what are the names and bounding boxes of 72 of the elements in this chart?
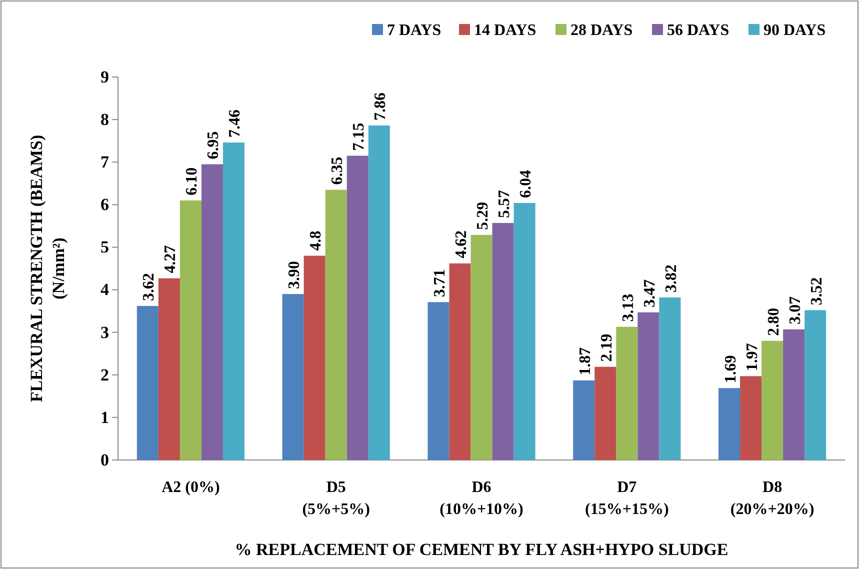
- data-label: 7.15: [350, 122, 368, 151]
- data-label: 3.62: [140, 272, 158, 301]
- bar: [222, 142, 244, 460]
- bar: [201, 164, 223, 460]
- bar: [346, 156, 368, 460]
- y-tick-label: 8: [100, 110, 109, 129]
- data-label: 6.95: [205, 131, 222, 160]
- y-axis-title: FLEXURAL STRENGTH (BEAMS) (N/mm²): [27, 134, 68, 402]
- bar: [804, 310, 826, 460]
- bar: [762, 340, 784, 460]
- bar: [180, 200, 202, 460]
- bar: [573, 380, 595, 460]
- data-label: 1.69: [722, 355, 740, 384]
- x-axis-title: % REPLACEMENT OF CEMENT BY FLY ASH+HYPO SLUDGE: [234, 540, 728, 559]
- legend-label: 28 DAYS: [570, 22, 633, 39]
- data-label: 5.57: [496, 190, 514, 218]
- data-label: 3.07: [786, 296, 804, 324]
- data-label: 1.97: [744, 343, 761, 372]
- bar: [158, 278, 180, 460]
- x-tick-label: D5 (5%+5%): [302, 479, 370, 518]
- legend-label: 56 DAYS: [667, 22, 730, 39]
- bar: [449, 263, 471, 460]
- bar: [638, 312, 660, 460]
- data-label: 2.19: [598, 334, 616, 362]
- data-label: 6.04: [518, 170, 535, 198]
- y-tick-label: 1: [100, 408, 109, 427]
- y-tick-label: 2: [100, 365, 109, 384]
- x-tick-label: A2 (0%): [162, 479, 220, 496]
- bar: [783, 329, 805, 460]
- x-tick-label: D8 (20%+20%): [730, 479, 814, 518]
- data-label: 3.13: [620, 294, 637, 322]
- bar: [659, 297, 681, 460]
- bar: [325, 190, 347, 460]
- y-tick-label: 7: [100, 152, 110, 172]
- y-tick-label: 6: [100, 195, 109, 214]
- y-tick-label: 5: [100, 238, 109, 257]
- data-label: 4.27: [162, 245, 180, 274]
- y-tick-label: 9: [100, 67, 109, 86]
- data-label: 3.82: [662, 264, 680, 292]
- data-label: 7.86: [372, 92, 390, 121]
- legend-label: 90 DAYS: [764, 22, 826, 39]
- data-label: 6.10: [184, 167, 201, 196]
- data-label: 5.29: [474, 202, 492, 230]
- data-label: 6.35: [329, 156, 346, 185]
- bar: [718, 388, 740, 460]
- bar: [594, 366, 616, 460]
- data-label: 4.8: [308, 230, 325, 251]
- bar: [282, 294, 304, 460]
- bar: [428, 302, 450, 460]
- data-label: 4.62: [452, 230, 470, 258]
- data-label: 1.87: [576, 347, 594, 376]
- legend-label: 14 DAYS: [474, 22, 536, 39]
- data-label: 2.80: [765, 308, 782, 336]
- data-label: 3.90: [286, 261, 304, 290]
- data-label: 3.52: [808, 277, 826, 306]
- bar: [514, 202, 536, 460]
- legend-label: 7 DAYS: [387, 22, 442, 39]
- bar: [304, 256, 326, 460]
- bar: [740, 376, 762, 460]
- data-label: 7.46: [226, 110, 244, 138]
- y-tick-label: 3: [100, 322, 109, 342]
- y-tick-label: 0: [100, 450, 109, 470]
- bar: [470, 234, 492, 460]
- x-tick-label: D6 (10%+10%): [440, 479, 524, 518]
- data-label: 3.47: [641, 279, 658, 308]
- data-label: 3.71: [431, 269, 448, 298]
- bar: [136, 306, 158, 460]
- bar: [616, 326, 638, 460]
- bar: [492, 222, 514, 460]
- bar: [368, 126, 390, 460]
- y-tick-label: 4: [100, 280, 110, 300]
- x-tick-label: D7 (15%+15%): [585, 479, 669, 518]
